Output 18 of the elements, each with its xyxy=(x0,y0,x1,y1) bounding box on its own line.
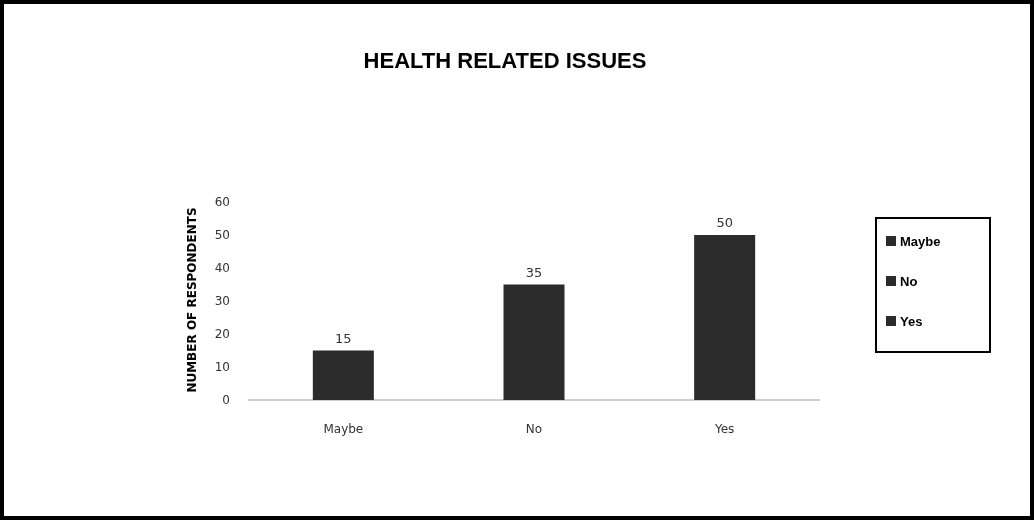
y-tick-label: 50 xyxy=(214,228,230,242)
x-tick-label: Maybe xyxy=(323,422,364,436)
y-tick-label: 30 xyxy=(214,294,230,308)
y-tick-label: 20 xyxy=(214,327,230,341)
y-axis-title: NUMBER OF RESPONDENTS xyxy=(185,207,199,393)
data-label: 15 xyxy=(335,330,352,346)
chart-title: HEALTH RELATED ISSUES xyxy=(363,48,647,73)
data-label: 50 xyxy=(716,215,733,230)
legend-label: Maybe xyxy=(900,234,941,249)
y-tick-label: 40 xyxy=(214,261,230,275)
data-label: 35 xyxy=(525,264,543,280)
y-tick-label: 0 xyxy=(222,393,230,407)
x-tick-label: No xyxy=(525,422,543,436)
legend-label: No xyxy=(900,274,918,289)
legend-label: Yes xyxy=(900,314,923,329)
x-tick-label: Yes xyxy=(713,422,735,436)
y-tick-label: 60 xyxy=(214,195,230,209)
y-tick-label: 10 xyxy=(214,360,230,374)
